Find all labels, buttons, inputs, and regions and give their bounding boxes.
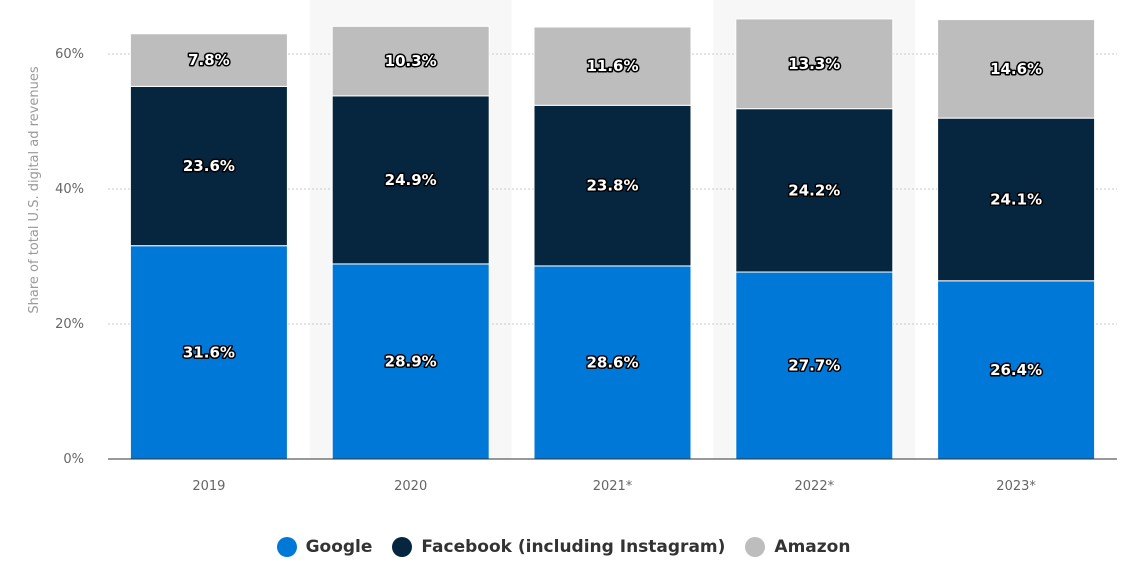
data-label: 23.6%: [183, 157, 235, 175]
data-label: 26.4%: [990, 361, 1042, 379]
bar-segment: [735, 108, 894, 273]
data-label: 28.6%: [586, 353, 638, 371]
y-tick-label: 60%: [55, 47, 84, 62]
data-label: 7.8%: [188, 51, 230, 69]
data-label: 24.2%: [788, 181, 840, 199]
data-label: 23.8%: [586, 177, 638, 195]
legend-marker: [392, 537, 413, 557]
legend-item[interactable]: Amazon: [745, 537, 850, 557]
legend-marker: [745, 537, 766, 557]
data-label: 28.9%: [385, 352, 437, 370]
legend-label: Google: [305, 537, 373, 557]
bar-segment: [129, 245, 288, 460]
bar-segment: [129, 85, 288, 247]
data-label: 24.1%: [990, 190, 1042, 208]
data-label: 31.6%: [183, 343, 235, 361]
bar-segment: [735, 271, 894, 460]
bar-segment: [735, 18, 894, 110]
legend: Google Facebook (including Instagram) Amaz…: [0, 533, 1127, 561]
x-tick-label: 2020: [394, 479, 427, 494]
data-label: 11.6%: [586, 57, 638, 75]
bar-segment: [937, 117, 1096, 282]
y-tick-label: 40%: [55, 182, 84, 197]
legend-label: Facebook (including Instagram): [421, 537, 726, 557]
data-labels: 31.6% 23.6% 7.8% 28.9% 24.9% 10.3% 28.6% 23.8% 1…: [181, 50, 1043, 381]
y-tick-label: 20%: [55, 317, 84, 332]
legend-marker: [276, 537, 297, 557]
bar-segment: [937, 19, 1096, 119]
y-tick-label: 0%: [63, 452, 84, 467]
bar-segment: [331, 95, 490, 265]
bar-segment: [331, 25, 490, 97]
bars: [129, 18, 1096, 460]
y-tick-labels: 0% 20% 40% 60%: [55, 47, 84, 467]
legend-item[interactable]: Google: [276, 537, 373, 557]
y-axis-label: Share of total U.S. digital ad revenues: [27, 66, 42, 313]
x-tick-label: 2023*: [996, 479, 1036, 494]
data-label: 24.9%: [385, 171, 437, 189]
data-label: 13.3%: [788, 55, 840, 73]
x-tick-labels: 2019 2020 2021* 2022* 2023*: [192, 479, 1036, 494]
legend-label: Amazon: [774, 537, 851, 557]
data-label: 27.7%: [788, 357, 840, 375]
bar-segment: [937, 280, 1096, 460]
bar-segment: [129, 33, 288, 87]
x-tick-label: 2022*: [795, 479, 835, 494]
x-tick-label: 2021*: [593, 479, 633, 494]
legend-item[interactable]: Facebook (including Instagram): [392, 537, 725, 557]
data-label: 14.6%: [990, 60, 1042, 78]
bar-segment: [533, 104, 692, 267]
bar-segment: [533, 26, 692, 106]
data-label: 10.3%: [385, 52, 437, 70]
x-tick-label: 2019: [192, 479, 225, 494]
